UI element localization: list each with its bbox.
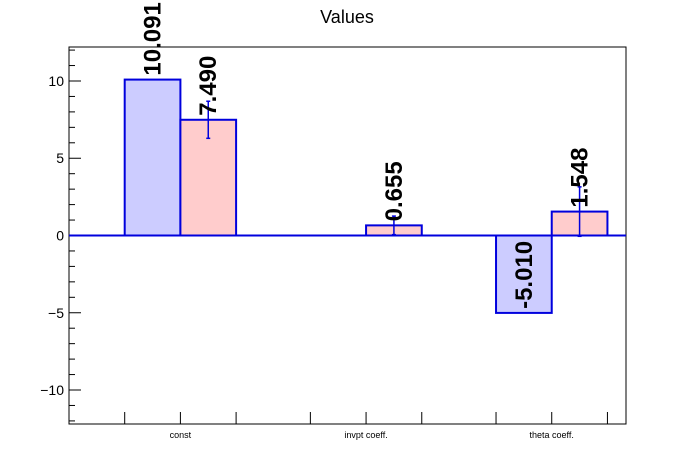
y-tick-label: 0: [56, 228, 64, 244]
bar-value-label: -5.010: [511, 241, 538, 309]
data-labels: 10.091 -5.010 7.490 0.655 1.548: [140, 2, 594, 309]
x-category-label: invpt coeff.: [344, 430, 387, 440]
bar-value-label: 1.548: [567, 148, 594, 208]
bars: [69, 78, 626, 314]
x-axis: const invpt coeff. theta coeff.: [124, 412, 608, 440]
chart-title: Values: [320, 7, 374, 27]
x-category-label: theta coeff.: [530, 430, 574, 440]
bar-value-label: 7.490: [195, 56, 222, 116]
y-tick-label: 10: [48, 73, 64, 89]
y-tick-label: 5: [56, 150, 64, 166]
y-tick-label: −5: [48, 305, 64, 321]
bar-value-label: 10.091: [140, 2, 167, 75]
y-tick-label: −10: [40, 382, 64, 398]
bar-value-label: 0.655: [381, 161, 408, 221]
x-category-label: const: [170, 430, 192, 440]
bar: [123, 78, 182, 237]
